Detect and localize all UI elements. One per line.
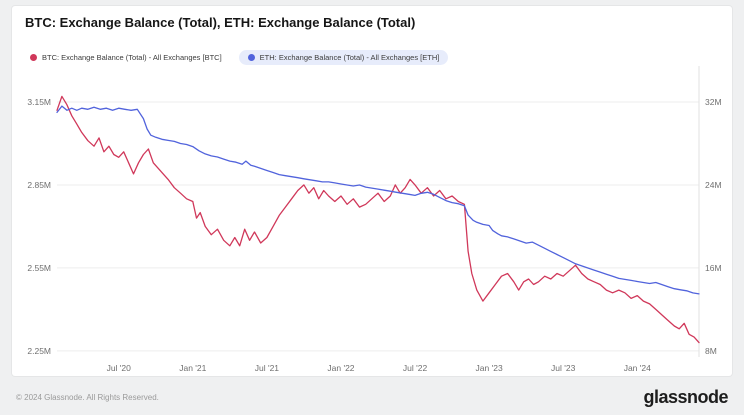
right-axis-label: 24M xyxy=(705,180,722,190)
legend-label-eth: ETH: Exchange Balance (Total) - All Exch… xyxy=(259,53,440,62)
chart-title: BTC: Exchange Balance (Total), ETH: Exch… xyxy=(25,15,416,30)
chart-canvas[interactable]: 3.15M 32M 2.85M 24M 2.55M 16M 2.25M 8M Jul '20 Ja… xyxy=(12,6,732,376)
right-axis-label: 8M xyxy=(705,346,717,356)
x-axis-label: Jul '23 xyxy=(551,363,576,373)
legend-item-btc[interactable]: BTC: Exchange Balance (Total) - All Exch… xyxy=(21,50,231,65)
chart-card: 3.15M 32M 2.85M 24M 2.55M 16M 2.25M 8M Jul '20 Ja… xyxy=(12,6,732,376)
left-axis-label: 2.55M xyxy=(27,263,51,273)
btc-series-dot-icon xyxy=(30,54,37,61)
eth-series-dot-icon xyxy=(247,54,255,61)
series-line-eth xyxy=(56,105,700,295)
x-axis-label: Jul '21 xyxy=(255,363,280,373)
legend-item-eth[interactable]: ETH: Exchange Balance (Total) - All Exch… xyxy=(238,50,449,65)
left-axis-label: 2.85M xyxy=(27,180,51,190)
x-axis-label: Jan '23 xyxy=(476,363,503,373)
right-axis-label: 16M xyxy=(705,263,722,273)
legend-label-btc: BTC: Exchange Balance (Total) - All Exch… xyxy=(42,53,222,62)
left-axis-label: 3.15M xyxy=(27,97,51,107)
right-axis-label: 32M xyxy=(705,97,722,107)
x-axis-label: Jan '21 xyxy=(179,363,206,373)
series-line-btc xyxy=(56,95,700,344)
left-axis-label: 2.25M xyxy=(27,346,51,356)
x-axis-label: Jul '22 xyxy=(403,363,428,373)
x-axis-label: Jul '20 xyxy=(107,363,132,373)
x-axis-label: Jan '24 xyxy=(624,363,651,373)
footer: © 2024 Glassnode. All Rights Reserved. g… xyxy=(0,380,744,415)
glassnode-logo: glassnode xyxy=(643,387,728,407)
footer-copyright: © 2024 Glassnode. All Rights Reserved. xyxy=(16,393,159,402)
x-axis-label: Jan '22 xyxy=(327,363,354,373)
legend: BTC: Exchange Balance (Total) - All Exch… xyxy=(21,50,449,65)
